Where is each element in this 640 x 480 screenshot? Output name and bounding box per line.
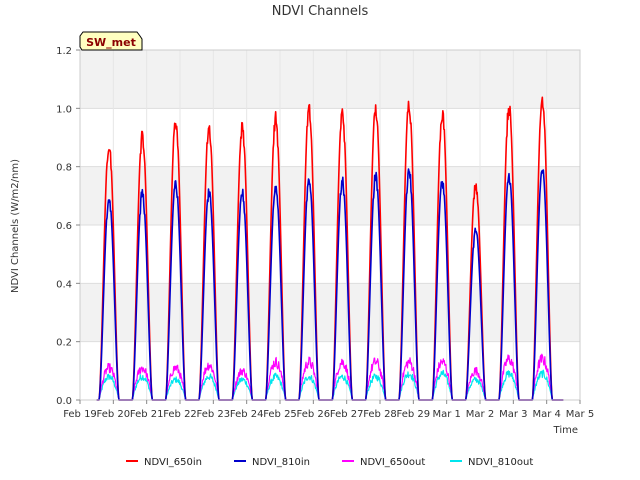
y-tick-label: 1.2 <box>56 46 72 57</box>
x-tick-label: Feb 27 <box>330 409 364 420</box>
y-axis-title: NDVI Channels (W/m2/nm) <box>10 159 21 293</box>
x-tick-label: Feb 24 <box>230 409 264 420</box>
x-tick-label: Mar 1 <box>432 409 460 420</box>
legend: NDVI_650in NDVI_810in NDVI_650out NDVI_810o… <box>126 457 533 468</box>
badge-label: SW_met <box>86 36 136 49</box>
y-tick-label: 1.0 <box>56 104 72 115</box>
plot-band <box>80 283 580 342</box>
plot-band <box>80 50 580 109</box>
x-tick-label: Mar 2 <box>466 409 494 420</box>
sw-met-badge: SW_met <box>79 31 143 51</box>
plot-band <box>80 166 580 225</box>
x-tick-label: Feb 29 <box>397 409 431 420</box>
y-tick-label: 0.2 <box>56 338 72 349</box>
x-tick-label: Mar 4 <box>532 409 560 420</box>
x-tick-label: Feb 23 <box>197 409 231 420</box>
x-tick-label: Feb 21 <box>130 409 164 420</box>
x-tick-label: Feb 28 <box>363 409 397 420</box>
x-tick-label: Feb 20 <box>97 409 131 420</box>
x-tick-label: Feb 25 <box>263 409 297 420</box>
x-tick-label: Mar 3 <box>499 409 527 420</box>
x-tick-label: Mar 5 <box>566 409 594 420</box>
x-tick-label: Feb 22 <box>163 409 197 420</box>
y-tick-label: 0.8 <box>56 163 72 174</box>
x-tick-label: Feb 19 <box>63 409 97 420</box>
y-tick-label: 0.4 <box>56 279 72 290</box>
legend-label: NDVI_810in <box>252 457 310 468</box>
x-axis-ticks: Feb 19 Feb 20 Feb 21 Feb 22 Feb 23 Feb 24 Feb … <box>63 400 594 420</box>
legend-label: NDVI_650out <box>360 457 425 468</box>
legend-label: NDVI_650in <box>144 457 202 468</box>
y-tick-label: 0.6 <box>56 221 72 232</box>
y-tick-label: 0.0 <box>56 396 72 407</box>
chart-title: NDVI Channels <box>272 4 369 19</box>
x-tick-label: Feb 26 <box>297 409 331 420</box>
legend-label: NDVI_810out <box>468 457 533 468</box>
x-axis-title: Time <box>553 425 578 436</box>
y-axis-ticks: 0.0 0.2 0.4 0.6 0.8 1.0 1.2 <box>56 46 80 407</box>
